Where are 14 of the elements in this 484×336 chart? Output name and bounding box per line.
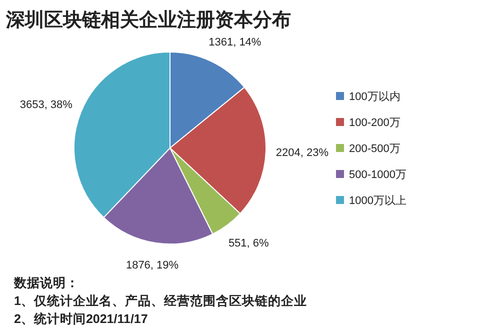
text: 数据说明： bbox=[13, 276, 79, 290]
data-label: 1361, 14% bbox=[208, 36, 262, 48]
legend-label: 200-500万 bbox=[349, 143, 400, 155]
data-label: 1876, 19% bbox=[126, 260, 179, 272]
data-label: 3653, 38% bbox=[20, 99, 73, 112]
text: 2、统计时间2021/11/17 bbox=[14, 311, 148, 326]
chart-title: 深圳区块链相关企业注册资本分布 bbox=[5, 9, 291, 31]
data-label: 551, 6% bbox=[228, 238, 270, 250]
legend-label: 1000万以上 bbox=[349, 194, 406, 207]
data-label: 2204, 23% bbox=[276, 146, 329, 159]
legend-label: 100-200万 bbox=[349, 117, 400, 129]
legend-label: 100万以内 bbox=[349, 90, 400, 103]
text: 1、仅统计企业名、产品、经营范围含区块链的企业 bbox=[14, 293, 307, 308]
legend-label: 500-1000万 bbox=[349, 169, 406, 181]
